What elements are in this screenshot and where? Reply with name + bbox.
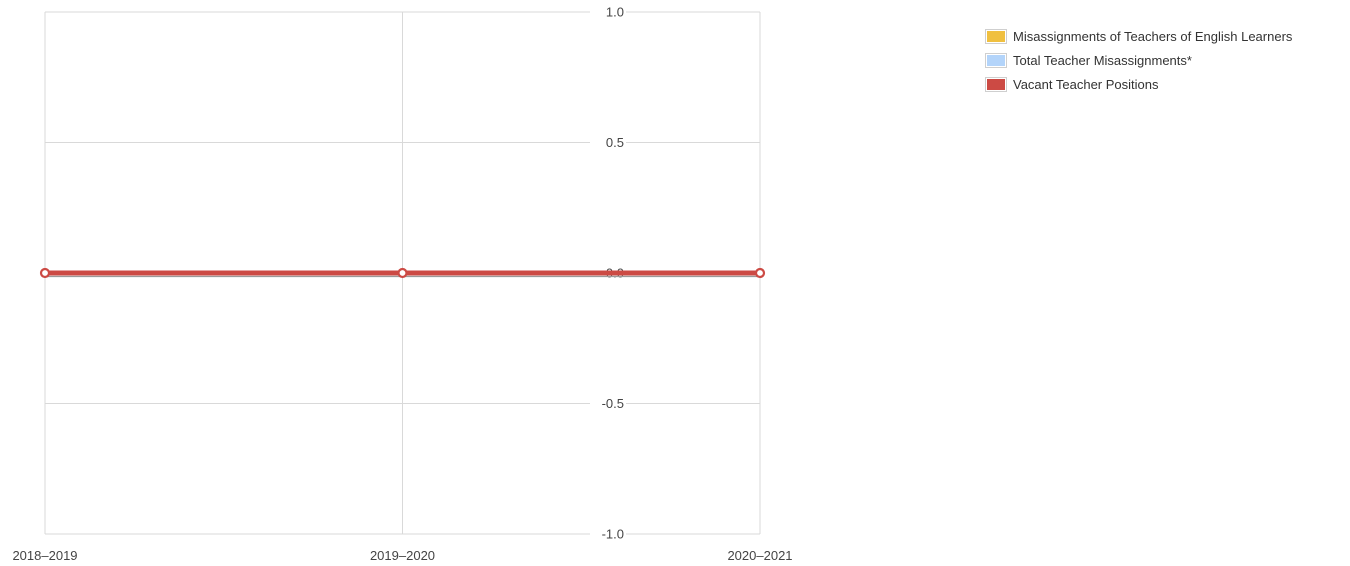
legend-label-vacant-positions: Vacant Teacher Positions <box>1013 76 1159 92</box>
x-axis: 2018–2019 2019–2020 2020–2021 <box>12 548 792 563</box>
legend-item-vacant-positions: Vacant Teacher Positions <box>985 73 1292 95</box>
x-tick-label: 2020–2021 <box>727 548 792 563</box>
y-tick-label: -1.0 <box>602 527 624 542</box>
legend-item-total-misassignments: Total Teacher Misassignments* <box>985 49 1292 71</box>
y-tick-label: -0.5 <box>602 396 624 411</box>
y-tick-label-bg <box>590 526 626 542</box>
x-tick-label: 2018–2019 <box>12 548 77 563</box>
chart-legend: Misassignments of Teachers of English Le… <box>985 25 1292 97</box>
series-point[interactable] <box>754 267 766 279</box>
y-tick-label-bg <box>590 4 626 20</box>
series-point[interactable] <box>39 267 51 279</box>
legend-label-english-learners: Misassignments of Teachers of English Le… <box>1013 28 1293 44</box>
series-point[interactable] <box>397 267 408 279</box>
x-tick-label: 2019–2020 <box>370 548 435 563</box>
legend-swatch-english-learners <box>985 28 1007 44</box>
legend-swatch-vacant-positions <box>985 76 1007 92</box>
y-tick-label: 0.5 <box>606 135 624 150</box>
series-points <box>39 267 766 279</box>
y-tick-label-bg <box>590 395 626 412</box>
line-chart: 1.00.50.0-0.5-1.0 2018–2019 2019–2020 2020… <box>12 4 793 563</box>
y-tick-label-bg <box>590 134 626 151</box>
y-tick-label: 1.0 <box>606 5 624 20</box>
legend-swatch-total-misassignments <box>985 52 1007 68</box>
legend-item-english-learners: Misassignments of Teachers of English Le… <box>985 25 1292 47</box>
legend-label-total-misassignments: Total Teacher Misassignments* <box>1013 52 1192 68</box>
